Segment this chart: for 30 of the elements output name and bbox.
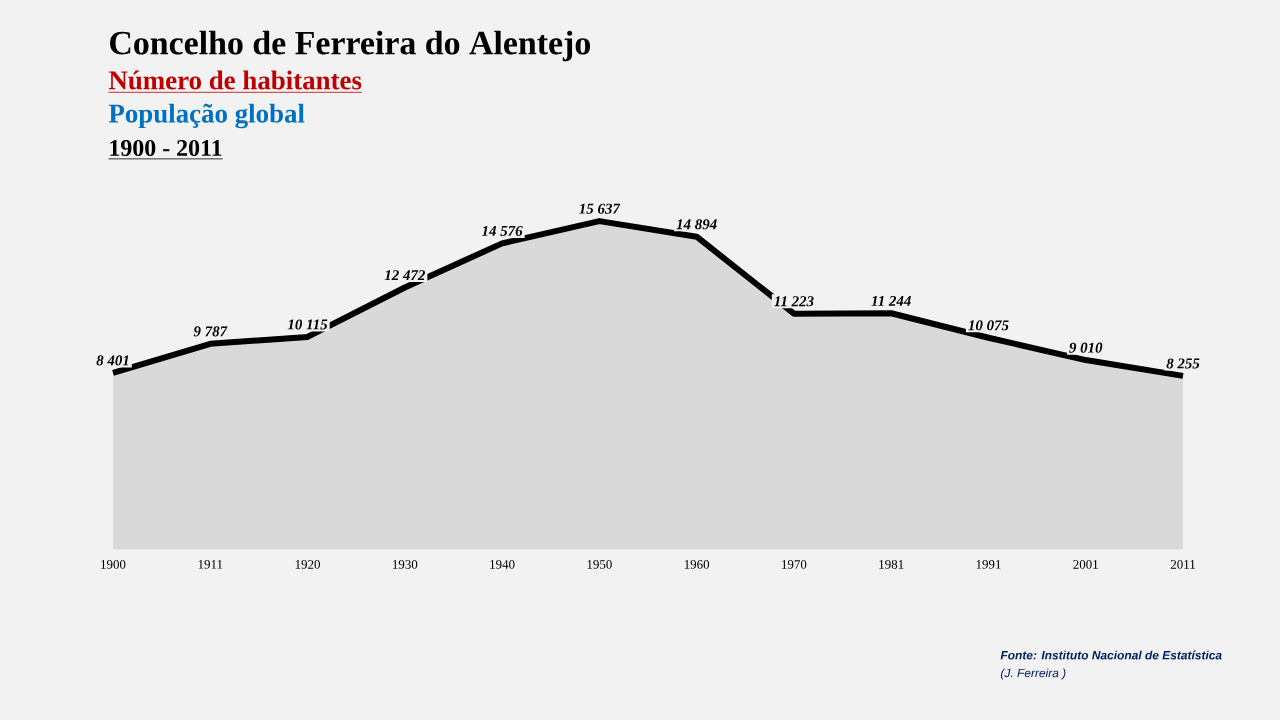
text: População global	[108, 103, 305, 129]
text: (J. Ferreira )	[1000, 668, 1066, 680]
chart-title: Concelho de Ferreira do Alentejo	[110, 30, 591, 62]
x-tick-label: 1920	[295, 560, 320, 569]
x-tick-label: 2001	[1073, 560, 1098, 569]
data-label: 11 244	[871, 295, 911, 306]
x-tick-label: 1970	[782, 560, 807, 569]
x-tick-label: 1991	[976, 560, 1001, 569]
data-label: 9 010	[1069, 342, 1103, 353]
x-tick-label: 1930	[392, 560, 418, 569]
chart-subtitle: Número de habitantes	[108, 70, 362, 90]
data-label: 8 255	[1166, 358, 1200, 369]
data-label: 14 576	[481, 225, 523, 236]
x-tick-label: 1900	[101, 560, 126, 569]
data-label: 12 472	[384, 270, 426, 281]
data-label: 14 894	[676, 219, 717, 230]
data-label: 11 223	[774, 296, 814, 307]
data-label: 15 637	[579, 203, 621, 214]
text: 1900 - 2011	[110, 139, 222, 157]
data-label: 10 115	[287, 319, 328, 330]
x-tick-label: 2011	[1170, 560, 1195, 569]
data-label: 10 075	[968, 320, 1009, 331]
x-tick-label: 1960	[684, 560, 710, 569]
x-tick-label: 1911	[198, 560, 223, 569]
x-tick-label: 1981	[879, 560, 904, 569]
source-note: Fonte: Instituto Nacional de Estatística	[1000, 650, 1222, 660]
x-tick-label: 1940	[490, 560, 515, 569]
x-tick-label: 1950	[587, 560, 612, 569]
data-label: 8 401	[96, 355, 129, 366]
data-label: 9 787	[193, 326, 228, 337]
